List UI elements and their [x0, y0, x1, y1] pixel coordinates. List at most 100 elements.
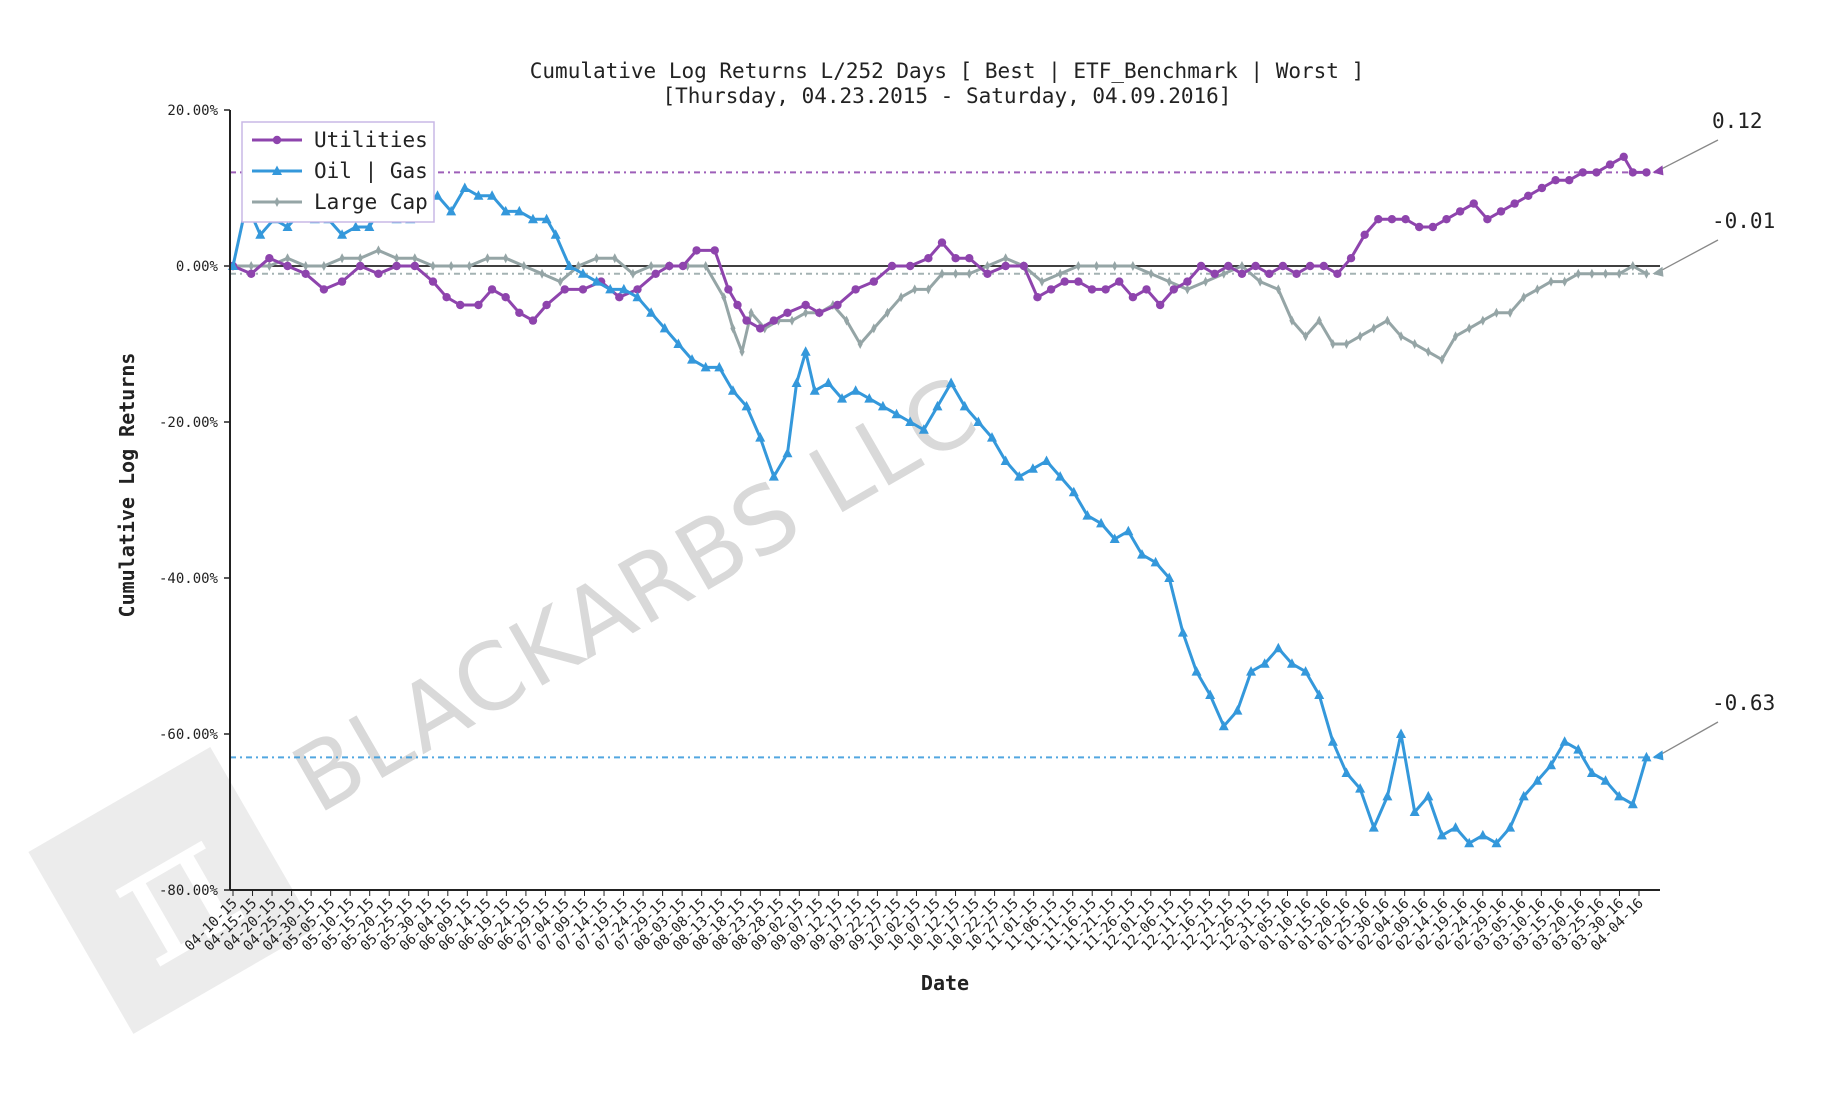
- data-point: [557, 276, 563, 287]
- series-utilities: [228, 152, 1651, 333]
- data-point: [1425, 346, 1431, 357]
- data-point: [539, 268, 545, 279]
- annotation-arrow: [1662, 239, 1719, 271]
- data-point: [727, 385, 738, 395]
- data-point: [1046, 285, 1056, 294]
- data-point: [1191, 666, 1202, 676]
- data-point: [984, 261, 991, 271]
- data-point: [319, 285, 329, 294]
- data-point: [905, 416, 916, 426]
- data-point: [1423, 790, 1434, 801]
- legend-label: Utilities: [314, 128, 428, 152]
- data-point: [618, 283, 629, 294]
- legend-item: Oil | Gas: [252, 159, 428, 184]
- data-point: [946, 377, 957, 387]
- data-point: [724, 285, 733, 294]
- data-point: [801, 300, 810, 310]
- data-point: [1148, 268, 1154, 279]
- data-point: [1396, 728, 1407, 738]
- data-point: [456, 300, 465, 310]
- data-point: [673, 338, 684, 348]
- data-point: [337, 229, 348, 239]
- data-point: [823, 377, 834, 387]
- data-point: [1546, 759, 1557, 770]
- data-point: [918, 424, 929, 434]
- chart-subtitle: [Thursday, 04.23.2015 - Saturday, 04.09.…: [663, 84, 1232, 108]
- axes: [229, 110, 1660, 891]
- data-point: [605, 283, 616, 294]
- data-point: [1300, 666, 1311, 676]
- data-point: [1273, 642, 1284, 653]
- data-point: [1464, 837, 1475, 848]
- series-large-cap: [230, 245, 1650, 365]
- x-axis-ticks: 04-10-1504-15-1504-20-1504-25-1504-30-15…: [182, 890, 1647, 955]
- data-point: [1275, 284, 1281, 295]
- data-point: [1184, 284, 1191, 295]
- data-point: [1205, 689, 1216, 699]
- data-point: [966, 268, 972, 279]
- data-point: [1003, 253, 1009, 264]
- data-point: [1101, 285, 1110, 294]
- data-point: [521, 261, 527, 271]
- data-point: [1341, 767, 1352, 777]
- data-point: [1166, 276, 1172, 287]
- data-point: [1150, 556, 1161, 567]
- data-point: [1196, 261, 1206, 271]
- data-point: [633, 285, 642, 294]
- data-point: [815, 308, 824, 317]
- data-point: [651, 269, 660, 278]
- data-point: [428, 277, 438, 286]
- data-point: [578, 285, 588, 294]
- data-point: [1562, 276, 1568, 287]
- data-point: [714, 361, 725, 372]
- data-point: [721, 292, 727, 303]
- data-point: [412, 253, 418, 264]
- data-point: [646, 307, 657, 317]
- data-point: [1382, 790, 1393, 801]
- data-point: [282, 221, 293, 231]
- data-point: [851, 285, 860, 294]
- legend-label: Oil | Gas: [314, 159, 428, 184]
- data-point: [986, 432, 997, 442]
- series-layer: [228, 152, 1652, 848]
- data-point: [255, 229, 266, 239]
- data-point: [272, 165, 282, 175]
- data-point: [755, 432, 766, 442]
- data-point: [1642, 168, 1651, 177]
- data-point: [769, 316, 779, 325]
- data-point: [1586, 767, 1597, 777]
- data-point: [577, 268, 588, 278]
- data-point: [364, 221, 375, 231]
- pi-logo-icon: [28, 747, 316, 1034]
- data-point: [1074, 277, 1083, 286]
- data-point: [1112, 261, 1118, 271]
- data-point: [448, 261, 454, 271]
- data-point: [1257, 276, 1263, 287]
- data-point: [1343, 339, 1350, 349]
- data-point: [1314, 689, 1325, 699]
- data-point: [1096, 517, 1107, 528]
- x-axis-label: Date: [921, 971, 969, 995]
- data-point: [748, 307, 754, 318]
- data-point: [542, 300, 551, 310]
- data-point: [1371, 323, 1377, 334]
- data-point: [884, 307, 891, 318]
- data-point: [1524, 191, 1533, 200]
- data-point: [951, 254, 960, 263]
- data-point: [1605, 160, 1615, 169]
- annotation-arrowhead: [1652, 750, 1664, 761]
- data-point: [1289, 315, 1295, 326]
- data-point: [1600, 775, 1611, 785]
- data-point: [1115, 277, 1124, 286]
- data-point: [1019, 261, 1029, 271]
- data-point: [791, 377, 802, 387]
- data-point: [375, 245, 382, 256]
- annotation-arrowhead: [1652, 165, 1664, 176]
- data-point: [739, 346, 745, 357]
- data-point: [809, 385, 820, 395]
- legend-item: Large Cap: [252, 190, 428, 214]
- data-point: [733, 300, 742, 310]
- data-point: [857, 339, 863, 349]
- data-point: [357, 253, 363, 264]
- data-point: [1286, 658, 1297, 668]
